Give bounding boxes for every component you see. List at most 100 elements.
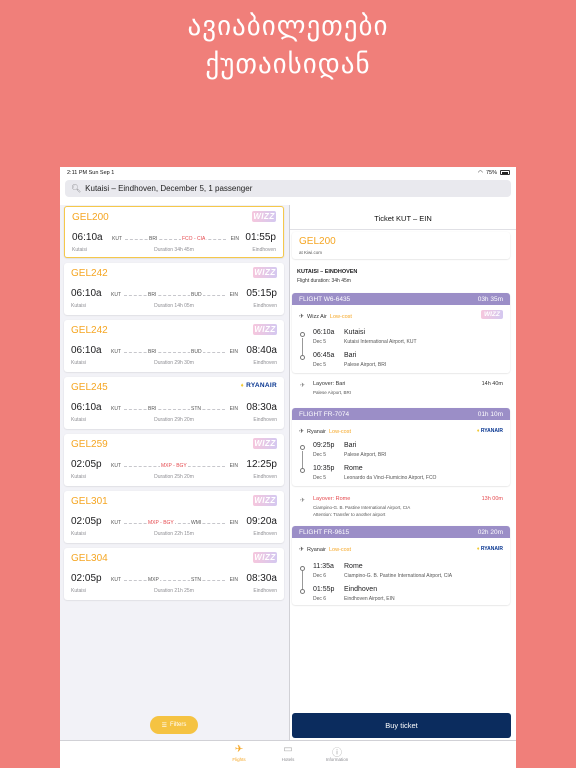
stop-code: MXP - BGY <box>160 463 188 469</box>
segment-flight: FLIGHT FR-9615 <box>299 528 350 536</box>
origin-code: KUT <box>110 577 122 583</box>
route-stops: KUT BRI STN EIN <box>110 406 239 412</box>
tab-information[interactable]: ⓘ Information <box>317 744 357 762</box>
ryanair-logo-text: RYANAIR <box>246 382 277 389</box>
ticket-price: GEL200 <box>299 236 336 247</box>
stop-dot <box>300 468 305 473</box>
destination-city: Eindhoven <box>253 417 277 423</box>
flight-result-card[interactable]: GEL304 WIZZ 02:05p KUT MXP STN EIN 08:30a Kutais… <box>64 548 284 600</box>
filters-button[interactable]: ☰ Filters <box>150 716 198 734</box>
trip-duration: Duration 34h 45m <box>154 247 194 253</box>
dep-date: Dec 5 <box>313 339 327 345</box>
flight-result-card[interactable]: GEL242 WIZZ 06:10a KUT BRI BUD EIN 05:15p Kutais… <box>64 263 284 315</box>
destination-city: Eindhoven <box>253 474 277 480</box>
route-line <box>302 451 303 473</box>
dep-date: Dec 5 <box>313 452 327 458</box>
layover-label: Layover: Rome <box>313 496 351 502</box>
info-icon: ⓘ <box>332 748 342 759</box>
result-price: GEL200 <box>72 212 109 223</box>
flight-result-card[interactable]: GEL200 WIZZ 06:10a KUT BRI FCO - CIA EIN 01:55p… <box>64 206 284 258</box>
sliders-icon: ☰ <box>161 722 168 729</box>
result-price: GEL242 <box>71 325 108 336</box>
stop-code: MXP <box>147 577 160 583</box>
stop-code: BUD <box>190 292 203 298</box>
flight-result-card[interactable]: GEL301 WIZZ 02:05p KUT MXP - BGY WMI EIN 09:20a… <box>64 491 284 543</box>
origin-city: Kutaisi <box>72 247 88 253</box>
destination-code: EIN <box>228 292 239 298</box>
departure-time: 02:05p <box>71 516 102 527</box>
origin-code: KUT <box>110 406 122 412</box>
result-price: GEL245 <box>71 382 108 393</box>
lowcost-badge: Low-cost <box>329 314 352 320</box>
result-price: GEL301 <box>71 496 108 507</box>
arr-time: 06:45a <box>313 352 335 359</box>
search-bar[interactable]: 🔍︎ Kutaisi – Eindhoven, December 5, 1 pa… <box>65 180 511 197</box>
flight-result-card[interactable]: GEL245 ♦ RYANAIR 06:10a KUT BRI STN EIN 08:30a K… <box>64 377 284 429</box>
wizz-logo: WIZZ <box>253 324 277 335</box>
trip-duration: Duration 21h 25m <box>154 588 194 594</box>
layover-duration: 14h 40m <box>481 381 503 387</box>
origin-city: Kutaisi <box>71 531 87 537</box>
arrival-time: 05:15p <box>246 288 277 299</box>
stop-dot <box>300 332 305 337</box>
harp-icon: ♦ <box>476 428 480 434</box>
tab-flights[interactable]: ✈ Flights <box>219 744 259 762</box>
dep-time: 06:10a <box>313 329 335 336</box>
tab-label: Information <box>325 757 349 762</box>
dep-city: Kutaisi <box>344 329 366 336</box>
battery-icon <box>500 170 510 175</box>
dep-airport: Palese Airport, BRI <box>344 452 387 458</box>
destination-city: Eindhoven <box>252 247 276 253</box>
stop-dot <box>300 355 305 360</box>
ticket-price-box[interactable]: GEL200 at Kiwi.com <box>292 232 510 259</box>
route-stops: KUT BRI BUD EIN <box>110 349 239 355</box>
layover-duration: 13h 00m <box>481 496 503 502</box>
destination-code: EIN <box>228 349 239 355</box>
arr-city: Bari <box>344 352 357 359</box>
destination-city: Eindhoven <box>253 588 277 594</box>
layover-plane-icon: ✈ <box>300 383 306 389</box>
layover-label: Layover: Bari <box>313 381 346 387</box>
layover-plane-icon: ✈ <box>300 498 306 504</box>
destination-code: EIN <box>228 520 239 526</box>
trip-duration: Duration 22h 15m <box>154 531 194 537</box>
title-divider <box>290 229 516 230</box>
wifi-icon: ◠ <box>478 169 483 176</box>
route-stops: KUT MXP - BGY EIN <box>110 463 239 469</box>
layover-info: ✈ Layover: Bari Palese Airport, BRI 14h … <box>292 377 510 403</box>
status-time: 2:11 PM Sun Sep 1 <box>67 169 115 176</box>
stop-code: BRI <box>147 349 158 355</box>
segment-airline: Wizz Air <box>307 314 327 320</box>
route-line <box>125 239 226 240</box>
arr-date: Dec 5 <box>313 475 327 481</box>
stop-code: WMI <box>190 520 203 526</box>
arr-date: Dec 5 <box>313 362 327 368</box>
origin-code: KUT <box>110 349 122 355</box>
departure-time: 06:10a <box>71 288 102 299</box>
stop-code: BUD <box>190 349 203 355</box>
dep-city: Rome <box>344 563 363 570</box>
origin-city: Kutaisi <box>71 588 87 594</box>
result-price: GEL242 <box>71 268 108 279</box>
flight-result-card[interactable]: GEL242 WIZZ 06:10a KUT BRI BUD EIN 08:40a Kutais… <box>64 320 284 372</box>
trip-duration: Duration 25h 20m <box>154 474 194 480</box>
layover-info: ✈ Layover: Rome Ciampino-G. B. Pastine I… <box>292 492 510 522</box>
buy-ticket-button[interactable]: Buy ticket <box>292 713 511 738</box>
trip-duration: Duration 29h 20m <box>154 417 194 423</box>
flight-result-card[interactable]: GEL259 WIZZ 02:05p KUT MXP - BGY EIN 12:25p Kut… <box>64 434 284 486</box>
wizz-logo: WIZZ <box>253 438 277 449</box>
flight-segment: FLIGHT FR-7074 01h 10m ✈ Ryanair Low-cost ♦… <box>292 408 510 486</box>
promo-headline: ავიაბილეთები ქუთაისიდან <box>0 8 576 84</box>
tab-hotels[interactable]: ▭ Hotels <box>268 744 308 762</box>
arr-airport: Leonardo da Vinci-Fiumicino Airport, FCO <box>344 475 437 481</box>
ryanair-logo-text: RYANAIR <box>480 546 503 552</box>
arr-time: 10:35p <box>313 465 335 472</box>
harp-icon: ♦ <box>240 383 245 389</box>
destination-code: EIN <box>229 236 240 242</box>
destination-code: EIN <box>228 406 239 412</box>
dep-airport: Ciampino-G. B. Pastine International Air… <box>344 573 453 579</box>
arrival-time: 01:55p <box>245 232 276 243</box>
segment-airline: Ryanair <box>307 429 326 435</box>
wizz-logo: WIZZ <box>253 267 277 278</box>
route-stops: KUT BRI BUD EIN <box>110 292 239 298</box>
